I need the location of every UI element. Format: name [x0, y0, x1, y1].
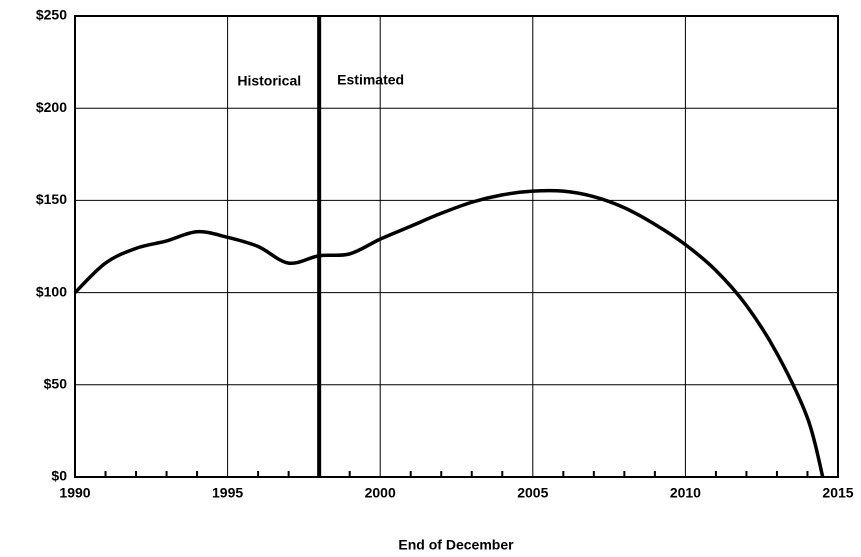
- x-tick-label: 2010: [670, 485, 701, 501]
- y-tick-label: $0: [51, 468, 67, 484]
- x-tick-label: 1995: [212, 485, 243, 501]
- annotation: Historical: [237, 73, 301, 89]
- y-tick-label: $100: [36, 283, 67, 299]
- y-tick-label: $200: [36, 99, 67, 115]
- y-tick-label: $150: [36, 191, 67, 207]
- annotation: Estimated: [337, 72, 404, 88]
- y-tick-label: $50: [44, 376, 68, 392]
- x-tick-label: 2005: [517, 485, 548, 501]
- x-tick-label: 2015: [822, 485, 853, 501]
- line: [73, 188, 825, 478]
- x-tick-label: 2000: [365, 485, 396, 501]
- y-tick-label: $250: [36, 7, 67, 23]
- plot-frame: [74, 15, 839, 478]
- x-axis-label: End of December: [398, 537, 514, 553]
- x-tick-label: 1990: [59, 485, 90, 501]
